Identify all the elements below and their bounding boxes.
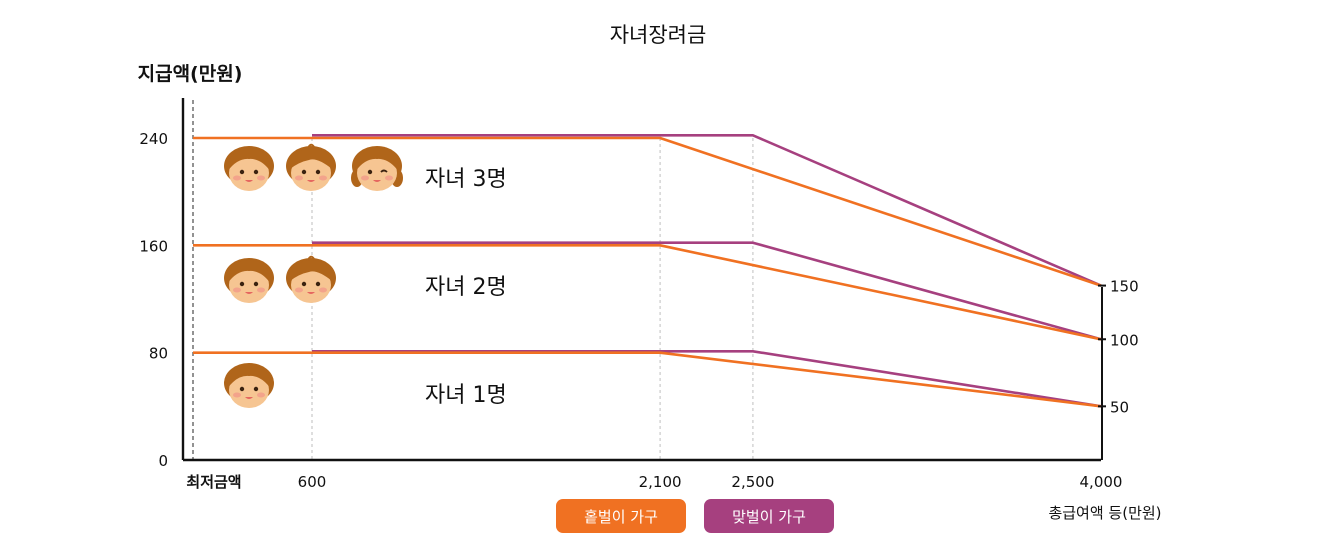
y-tick-label: 80	[149, 345, 168, 363]
child-faces	[224, 143, 403, 408]
y-tick-label: 240	[139, 130, 168, 148]
series-line-3	[193, 351, 1102, 408]
series-line-1	[312, 134, 1102, 287]
grid-lines	[192, 100, 754, 460]
x-tick-label: 4,000	[1080, 473, 1123, 491]
right-tick-label: 150	[1110, 278, 1139, 296]
legend-single-income: 홑벌이 가구	[556, 499, 686, 533]
x-tick-label: 2,500	[731, 473, 774, 491]
legend-single-income-label: 홑벌이 가구	[584, 508, 658, 526]
series-line-1	[193, 136, 1102, 287]
x-tick-label: 600	[298, 473, 327, 491]
chart-title: 자녀장려금	[610, 23, 707, 47]
series-line-2	[312, 241, 1102, 341]
legend-dual-income-label: 맞벌이 가구	[732, 508, 806, 526]
child-face-icon	[286, 255, 336, 303]
y-axis-label: 지급액(만원)	[138, 63, 243, 85]
right-tick-label: 50	[1110, 398, 1129, 416]
child-face-icon	[286, 143, 336, 191]
tick-labels: 0 80 160 240 최저금액 600 2,100 2,500 4,000 150 100 50	[139, 130, 1138, 491]
series-lines	[193, 134, 1102, 408]
child-face-icon	[224, 363, 274, 408]
child-face-icon	[351, 146, 403, 191]
group-label: 자녀 1명	[425, 383, 507, 408]
legend-dual-income: 맞벌이 가구	[704, 499, 834, 533]
x-tick-label: 최저금액	[186, 473, 241, 491]
x-axis-label: 총급여액 등(만원)	[1048, 504, 1161, 522]
right-tick-label: 100	[1110, 331, 1139, 349]
x-tick-label: 2,100	[639, 473, 682, 491]
child-face-icon	[224, 146, 274, 191]
child-face-icon	[224, 258, 274, 303]
series-line-2	[193, 244, 1102, 341]
axes	[181, 98, 1103, 462]
group-label: 자녀 3명	[425, 167, 507, 192]
y-tick-label: 160	[139, 237, 168, 255]
group-label: 자녀 2명	[425, 275, 507, 300]
series-line-3	[312, 349, 1102, 408]
y-tick-label: 0	[158, 452, 168, 470]
